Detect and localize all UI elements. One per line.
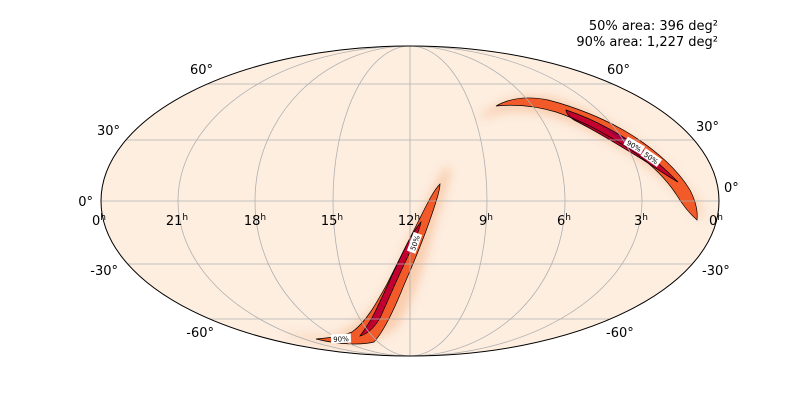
ra-label-15: 15h [321, 213, 343, 229]
latitude-labels: 60° 30° 0° -30° -60° 60° 30° 0° -30° -60… [78, 63, 739, 341]
contour-north-50 [565, 109, 679, 183]
ra-label-21: 21h [166, 213, 188, 229]
ra-label-0-right: 0h [709, 213, 723, 229]
grid-meridian-6-18 [254, 46, 566, 356]
grid-meridian-9-15 [332, 46, 488, 356]
lat-label-60-left: 60° [190, 63, 213, 78]
ra-labels: 0h 21h 18h 15h 12h 9h 6h 3h 0h [92, 213, 723, 229]
lat-label-60-right: 60° [607, 63, 630, 78]
lat-label-30-right: 30° [696, 120, 719, 135]
ra-label-18: 18h [244, 213, 266, 229]
lat-label-minus60-right: -60° [606, 326, 634, 341]
lat-label-0-left: 0° [78, 195, 93, 210]
credible-contours [315, 97, 698, 345]
contour-north-90 [495, 97, 698, 221]
lat-label-minus30-right: -30° [702, 264, 730, 279]
contour-south-50 [359, 220, 422, 337]
ra-label-12: 12h [398, 213, 420, 229]
ra-label-3: 3h [634, 213, 648, 229]
ra-label-6: 6h [557, 213, 571, 229]
lat-label-0-right: 0° [724, 181, 739, 196]
lat-label-30-left: 30° [97, 124, 120, 139]
map-frame [100, 45, 720, 357]
grid-meridian-3-21 [177, 46, 643, 356]
graticule [101, 46, 719, 356]
contour-south-90 [315, 183, 441, 345]
area-90-label: 90% area: 1,227 deg² [576, 35, 718, 50]
area-50-label: 50% area: 396 deg² [588, 19, 718, 34]
probability-halo-south [282, 168, 452, 344]
ra-label-0-left: 0h [92, 213, 106, 229]
lat-label-minus60-left: -60° [186, 326, 214, 341]
ra-label-9: 9h [479, 213, 493, 229]
lat-label-minus30-left: -30° [90, 264, 118, 279]
contour-label-south-90: 90% [333, 335, 349, 344]
